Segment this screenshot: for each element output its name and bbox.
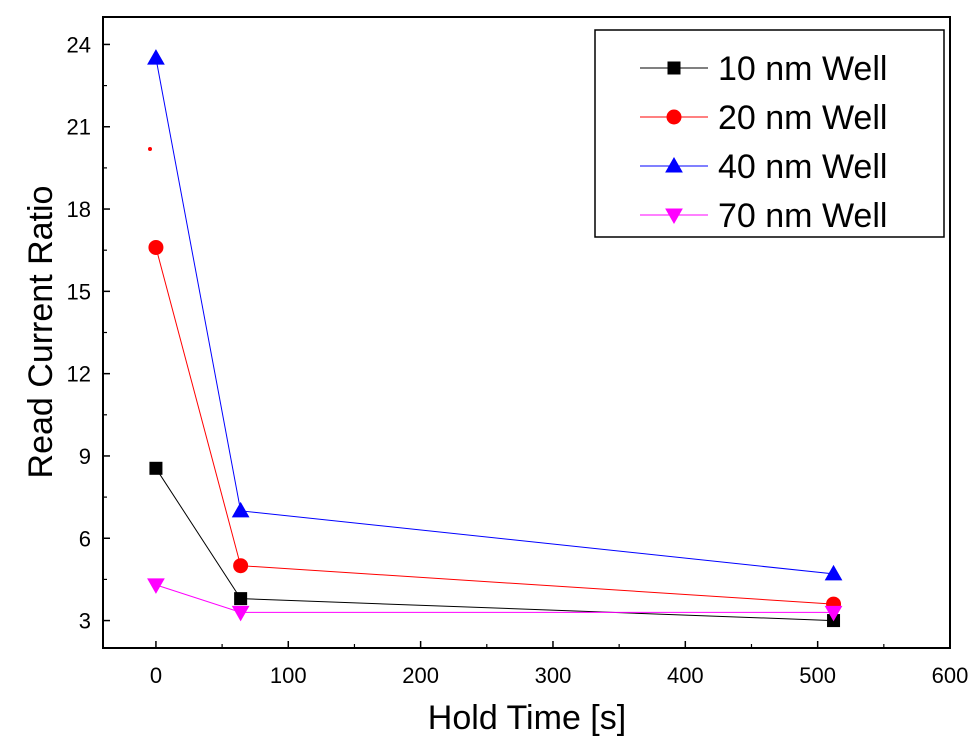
x-axis: 0 100 200 300 400 500 600 <box>150 641 969 688</box>
data-point <box>234 592 248 606</box>
y-tick-label: 24 <box>67 32 91 57</box>
legend-box <box>594 29 945 238</box>
legend-item: 10 nm Well <box>640 50 887 88</box>
x-tick-label: 200 <box>402 663 439 688</box>
legend-swatch-marker <box>667 61 681 75</box>
data-point <box>147 578 165 594</box>
legend-label: 20 nm Well <box>718 99 887 137</box>
y-tick-label: 15 <box>67 279 91 304</box>
y-tick-label: 6 <box>79 526 91 551</box>
x-tick-label: 100 <box>270 663 307 688</box>
data-point <box>147 49 165 65</box>
y-tick-label: 18 <box>67 197 91 222</box>
data-point <box>149 461 163 475</box>
x-tick-label: 0 <box>150 663 162 688</box>
series-3 <box>147 49 843 581</box>
legend-label: 40 nm Well <box>718 148 887 186</box>
data-point <box>148 239 164 255</box>
legend-item: 70 nm Well <box>640 197 887 235</box>
stray-dot <box>148 147 152 151</box>
data-point <box>824 564 843 581</box>
data-point <box>233 558 249 574</box>
legend-swatch-marker <box>665 156 683 173</box>
series-layer <box>147 49 843 628</box>
x-axis-title: Hold Time [s] <box>428 699 626 737</box>
data-point <box>231 501 250 518</box>
x-tick-label: 300 <box>535 663 572 688</box>
legend-item: 20 nm Well <box>640 99 887 137</box>
series-4 <box>147 578 843 622</box>
data-point <box>824 605 843 622</box>
y-tick-label: 9 <box>79 444 91 469</box>
legend-label: 10 nm Well <box>718 50 887 88</box>
y-tick-label: 21 <box>67 115 91 140</box>
legend-item: 40 nm Well <box>640 148 887 186</box>
x-tick-label: 500 <box>799 663 836 688</box>
legend-swatch-marker <box>665 208 683 225</box>
legend: 10 nm Well 20 nm Well 40 nm Well 70 nm Well <box>594 29 945 238</box>
legend-label: 70 nm Well <box>718 197 887 235</box>
y-axis: 3 6 9 12 15 18 21 24 <box>67 32 110 634</box>
x-tick-label: 400 <box>667 663 704 688</box>
x-tick-label: 600 <box>932 663 969 688</box>
y-axis-title: Read Current Ratio <box>22 186 60 479</box>
data-point <box>231 605 250 622</box>
series-2 <box>148 239 842 612</box>
legend-swatch-marker <box>666 109 682 125</box>
series-1 <box>149 461 841 628</box>
y-tick-label: 12 <box>67 362 91 387</box>
y-tick-label: 3 <box>79 609 91 634</box>
series-line <box>155 247 834 605</box>
